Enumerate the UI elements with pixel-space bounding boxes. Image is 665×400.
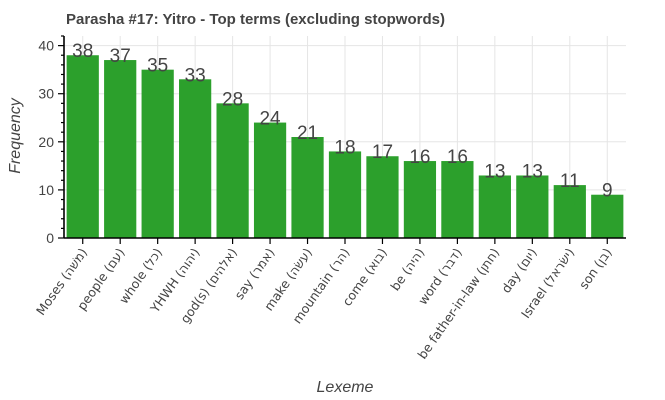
- bar-value-label: 35: [147, 56, 168, 77]
- bars-layer: [66, 55, 624, 239]
- bar: [478, 175, 511, 238]
- bar-value-label: 16: [447, 147, 468, 168]
- bar: [591, 194, 624, 238]
- bar: [66, 55, 99, 238]
- axes-layer: [58, 35, 626, 244]
- y-axis-title: Frequency: [7, 97, 24, 174]
- y-tick-label: 30: [38, 86, 54, 102]
- bar-value-label: 17: [372, 142, 393, 163]
- y-tick-label: 20: [38, 134, 54, 150]
- bar: [366, 156, 399, 238]
- bar-value-label: 13: [522, 161, 543, 182]
- bar: [328, 151, 362, 238]
- y-tick-label: 10: [38, 182, 54, 198]
- bar: [441, 161, 474, 238]
- bar-value-label: 38: [72, 41, 93, 62]
- x-tick-label: day (יום): [498, 245, 540, 296]
- y-tick-label: 40: [38, 38, 54, 54]
- bar: [291, 137, 324, 238]
- bar: [403, 161, 437, 238]
- bar-value-label: 11: [560, 171, 580, 192]
- bar: [253, 122, 287, 238]
- x-tick-label: son (בן): [576, 245, 615, 292]
- bar-value-label: 16: [409, 147, 430, 168]
- bar-value-label: 21: [297, 123, 318, 144]
- bar: [216, 103, 249, 238]
- x-tick-label: be (היה): [387, 245, 427, 293]
- chart-title: Parasha #17: Yitro - Top terms (excludin…: [66, 11, 445, 28]
- bar-value-label: 9: [602, 181, 613, 202]
- bar-value-label: 28: [222, 89, 243, 110]
- bar-value-label: 33: [185, 65, 206, 86]
- bar: [553, 185, 586, 238]
- bar-value-label: 18: [334, 137, 355, 158]
- bar: [179, 79, 212, 239]
- bar: [141, 69, 174, 239]
- bar-value-label: 24: [259, 109, 281, 130]
- bar-value-label: 37: [110, 46, 131, 67]
- x-axis-title: Lexeme: [317, 379, 374, 396]
- y-tick-label: 0: [46, 230, 54, 246]
- bar: [104, 60, 137, 238]
- bar: [516, 175, 549, 238]
- bar-value-label: 13: [484, 161, 505, 182]
